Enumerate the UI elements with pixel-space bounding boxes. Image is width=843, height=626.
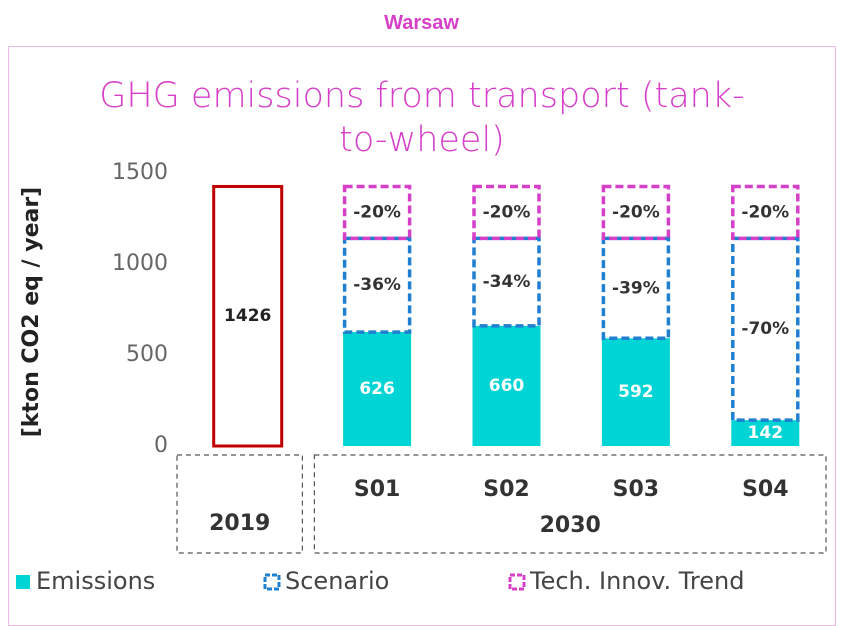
legend-swatch: [16, 575, 30, 589]
value-label: 592: [618, 382, 654, 402]
x-tick-label: S03: [613, 477, 659, 502]
segment-label: -20%: [741, 202, 789, 222]
bar: [343, 332, 412, 446]
y-tick-label: 500: [126, 342, 168, 367]
segment-label: -20%: [612, 202, 660, 222]
legend-swatch: [508, 573, 526, 591]
dashed-segment: [472, 184, 541, 241]
group-box: [313, 454, 827, 554]
dashed-segment: [731, 236, 800, 422]
x-tick-label: S04: [742, 477, 788, 502]
segment-label: -39%: [612, 278, 660, 298]
group-label: 2030: [540, 513, 601, 538]
group-label: 2019: [209, 511, 270, 536]
segment-label: -20%: [353, 202, 401, 222]
dashed-segment: [342, 236, 412, 334]
bar: [731, 420, 800, 446]
segment-label: -20%: [483, 202, 531, 222]
value-label: 142: [748, 423, 784, 443]
segment-label: -70%: [741, 319, 789, 339]
value-label: 1426: [224, 306, 271, 326]
page-title: Warsaw: [384, 12, 459, 34]
x-tick-label: S02: [483, 477, 529, 502]
baseline-bar: [212, 184, 284, 448]
y-tick-label: 1000: [112, 251, 168, 276]
y-tick-label: 0: [154, 433, 168, 458]
group-box: [176, 454, 304, 554]
bar: [472, 325, 541, 446]
legend-label: Tech. Innov. Trend: [529, 567, 744, 595]
legend-swatch: [263, 573, 281, 591]
dashed-segment: [731, 184, 800, 241]
dashed-segment: [342, 184, 412, 241]
legend-label: Emissions: [36, 567, 155, 595]
x-tick-label: S01: [354, 477, 400, 502]
dashed-segment: [601, 236, 671, 341]
value-label: 626: [359, 379, 395, 399]
legend-label: Scenario: [285, 567, 389, 595]
y-axis-label: [kton CO2 eq / year]: [19, 187, 44, 438]
y-tick-label: 1500: [112, 160, 168, 185]
segment-label: -36%: [353, 275, 401, 295]
dashed-segment: [601, 184, 671, 241]
dashed-segment: [472, 236, 541, 328]
segment-label: -34%: [483, 272, 531, 292]
value-label: 660: [489, 376, 525, 396]
chart-title: GHG emissions from transport (tank-to-wh…: [99, 76, 745, 160]
bar: [601, 338, 670, 446]
